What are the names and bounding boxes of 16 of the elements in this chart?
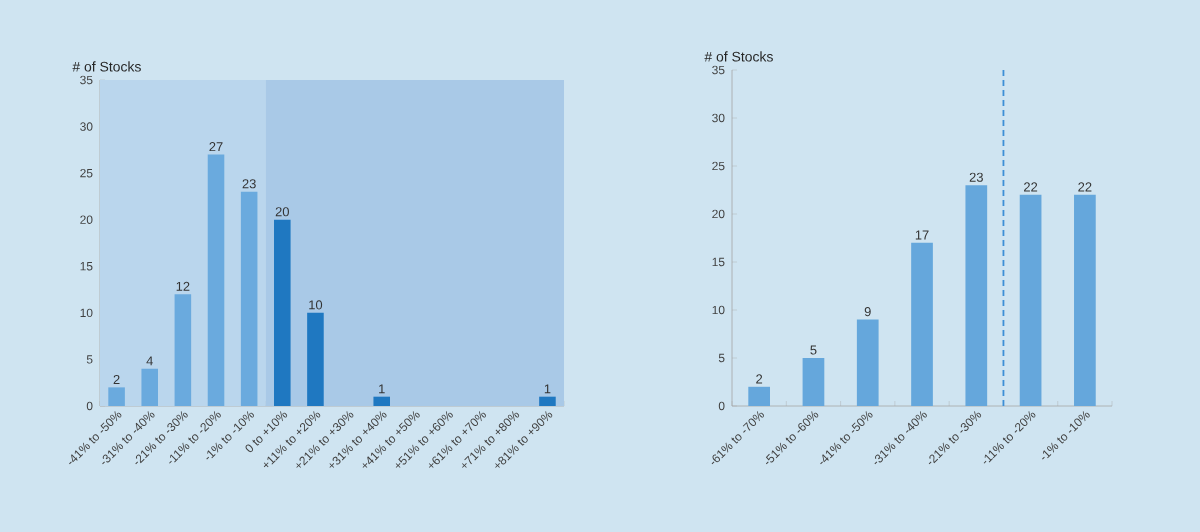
bar: [108, 387, 125, 406]
bar: [141, 368, 159, 406]
bar: [274, 219, 291, 406]
bar: [539, 396, 556, 406]
bar: [965, 185, 988, 406]
bar: [748, 386, 771, 406]
bar: [240, 191, 258, 406]
bar: [802, 358, 825, 406]
bar: [373, 396, 391, 406]
bar: [207, 154, 225, 406]
bar: [174, 294, 192, 406]
bar: [307, 312, 324, 406]
bar: [856, 319, 879, 406]
bar: [1019, 194, 1042, 406]
bar: [911, 242, 933, 406]
bar: [1074, 194, 1096, 406]
